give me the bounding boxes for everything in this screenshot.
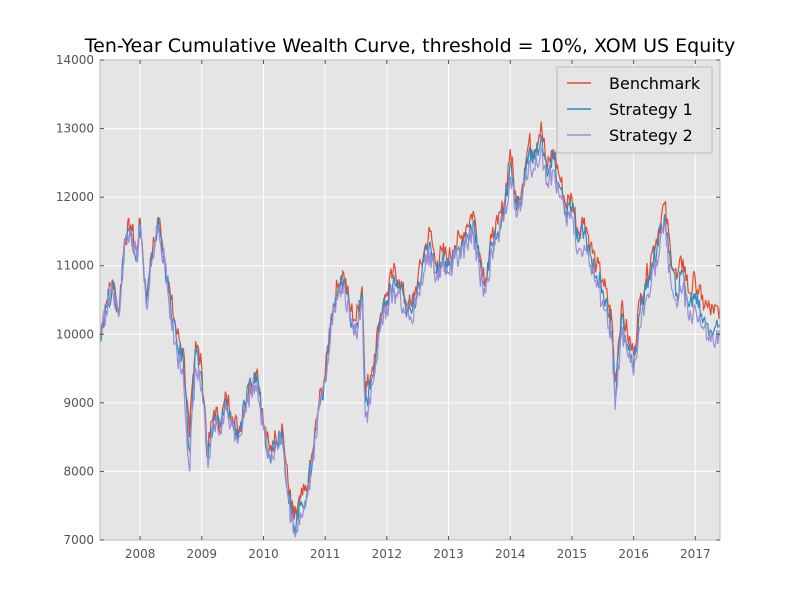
x-tick-label: 2011 <box>310 547 341 561</box>
x-tick-label: 2017 <box>680 547 711 561</box>
legend-label: Strategy 1 <box>609 100 693 119</box>
x-tick-label: 2012 <box>372 547 403 561</box>
legend: Benchmark Strategy 1 Strategy 2 <box>556 66 713 154</box>
y-tick-label: 10000 <box>56 327 94 341</box>
y-tick-label: 13000 <box>56 122 94 136</box>
x-tick-label: 2013 <box>433 547 464 561</box>
x-tick-label: 2014 <box>495 547 526 561</box>
y-tick-label: 14000 <box>56 53 94 67</box>
chart-title: Ten-Year Cumulative Wealth Curve, thresh… <box>84 35 735 57</box>
axes: 2008 2009 2010 2011 2012 2013 2014 2015 2016 2017… <box>56 53 721 561</box>
x-tick-label: 2015 <box>557 547 588 561</box>
y-tick-label: 9000 <box>63 396 94 410</box>
y-tick-label: 7000 <box>63 533 94 547</box>
x-tick-label: 2008 <box>125 547 156 561</box>
legend-label: Benchmark <box>609 74 701 93</box>
plot-frame <box>99 59 721 541</box>
y-tick-label: 11000 <box>56 259 94 273</box>
legend-box <box>556 66 713 154</box>
y-tick-label: 12000 <box>56 190 94 204</box>
x-tick-label: 2016 <box>618 547 649 561</box>
series-lines <box>99 121 721 538</box>
x-tick-label: 2010 <box>248 547 279 561</box>
y-tick-label: 8000 <box>63 464 94 478</box>
x-tick-label: 2009 <box>187 547 218 561</box>
series-line-strategy-2 <box>99 145 721 538</box>
legend-label: Strategy 2 <box>609 126 693 145</box>
